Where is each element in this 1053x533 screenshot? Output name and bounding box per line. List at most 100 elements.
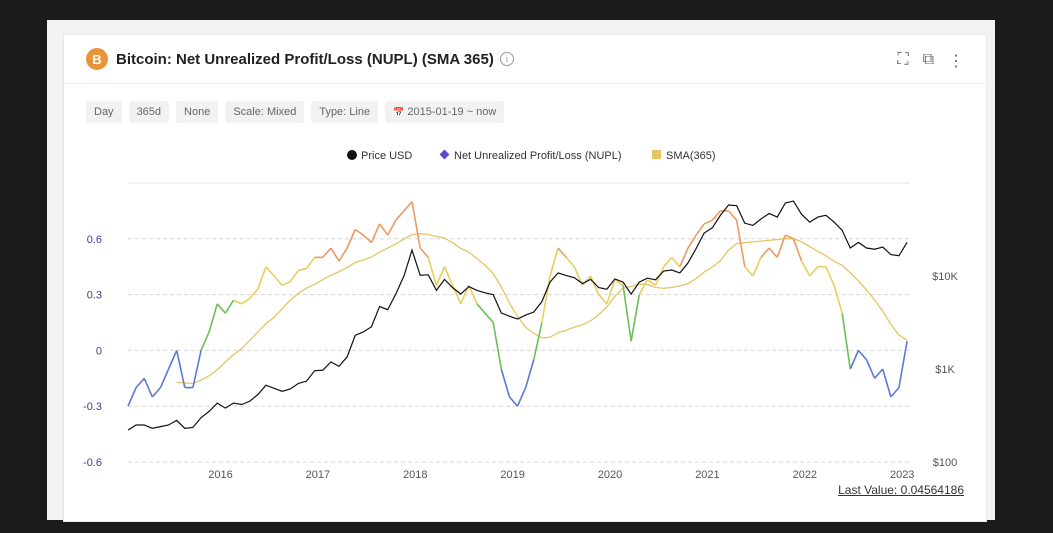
y-left-tick-label: 0.3 [87, 290, 102, 302]
nupl-segment [598, 294, 608, 305]
nupl-segment [346, 229, 356, 249]
nupl-segment [298, 267, 307, 272]
nupl-segment [792, 238, 803, 262]
nupl-segment [557, 247, 567, 258]
nupl-segment [378, 223, 389, 236]
change-button[interactable]: None [176, 101, 219, 123]
legend-label: Price USD [361, 150, 412, 162]
nupl-segment [695, 223, 705, 236]
nupl-segment [135, 377, 145, 389]
nupl-segment [427, 257, 438, 286]
nupl-segment [857, 349, 868, 361]
nupl-segment [484, 312, 494, 324]
nupl-segment [565, 256, 575, 268]
nupl-segment [735, 220, 746, 267]
nupl-segment [403, 201, 413, 212]
nupl-segment [289, 269, 300, 283]
sma-line [176, 233, 908, 385]
x-tick-label: 2016 [208, 469, 232, 481]
nupl-segment [216, 303, 226, 314]
x-tick-label: 2017 [306, 469, 330, 481]
nupl-segment [516, 387, 527, 407]
nupl-segment [443, 266, 454, 286]
nupl-segment [760, 247, 770, 258]
resolution-button[interactable]: Day [86, 101, 122, 123]
nupl-segment [581, 275, 592, 286]
nupl-segment [273, 275, 283, 286]
x-tick-label: 2018 [403, 469, 427, 481]
nupl-segment [614, 279, 624, 286]
nupl-segment [800, 260, 811, 277]
nupl-segment [224, 299, 235, 314]
card-header: B Bitcoin: Net Unrealized Profit/Loss (N… [64, 35, 986, 84]
nupl-segment [151, 387, 162, 398]
info-icon[interactable]: i [499, 52, 514, 66]
nupl-segment [200, 331, 210, 351]
nupl-segment [638, 279, 649, 295]
x-tick-label: 2023 [890, 469, 914, 481]
widget-frame: B Bitcoin: Net Unrealized Profit/Loss (N… [47, 20, 995, 522]
bitcoin-icon: B [86, 48, 108, 70]
nupl-segment [241, 297, 251, 305]
nupl-segment [435, 266, 446, 286]
nupl-segment [606, 279, 616, 305]
nupl-segment [281, 280, 291, 287]
nupl-segment [330, 247, 340, 262]
chart-card: B Bitcoin: Net Unrealized Profit/Loss (N… [63, 34, 987, 522]
sma-window-button[interactable]: 365d [128, 101, 170, 123]
nupl-segment [890, 387, 900, 398]
nupl-segment [208, 303, 219, 333]
nupl-segment [833, 285, 843, 314]
date-range-label: 2015-01-19 ~ now [407, 106, 497, 118]
nupl-segment [338, 247, 348, 262]
nupl-segment [175, 350, 186, 388]
nupl-segment [265, 266, 275, 277]
nupl-segment [508, 396, 519, 407]
more-menu-icon[interactable]: ⋮ [948, 53, 964, 70]
nupl-segment [257, 266, 267, 290]
nupl-segment [881, 368, 892, 398]
type-button[interactable]: Type: Line [311, 101, 379, 123]
nupl-segment [679, 247, 689, 268]
nupl-segment [711, 210, 722, 221]
x-tick-label: 2021 [695, 469, 719, 481]
nupl-segment [776, 234, 787, 258]
nupl-segment [143, 377, 154, 398]
nupl-segment [192, 350, 202, 388]
nupl-segment [663, 256, 673, 268]
popout-icon[interactable]: ⧉ [922, 51, 934, 68]
y-right-tick-label: $10K [932, 271, 958, 283]
last-value[interactable]: Last Value: 0.04564186 [838, 483, 964, 497]
y-right-tick-label: $1K [935, 364, 955, 376]
nupl-segment [825, 266, 835, 286]
nupl-segment [841, 313, 852, 370]
nupl-segment [589, 275, 600, 295]
x-tick-label: 2019 [500, 469, 524, 481]
nupl-segment [305, 256, 316, 270]
nupl-segment [476, 303, 486, 314]
y-left-tick-label: -0.3 [83, 401, 102, 413]
nupl-segment [622, 285, 632, 342]
nupl-segment [549, 247, 559, 277]
scale-button[interactable]: Scale: Mixed [225, 101, 305, 123]
nupl-segment [671, 256, 681, 268]
nupl-segment [898, 340, 908, 388]
calendar-icon: 📅 [393, 107, 405, 117]
nupl-segment [127, 387, 137, 407]
nupl-segment [500, 368, 511, 398]
date-range-button[interactable]: 📅 2015-01-19 ~ now [385, 101, 505, 123]
nupl-segment [646, 279, 656, 286]
nupl-segment [809, 266, 819, 277]
nupl-segment [687, 234, 697, 249]
nupl-segment [768, 247, 778, 258]
legend-label: SMA(365) [666, 150, 716, 162]
nupl-segment [362, 234, 373, 244]
nupl-segment [167, 350, 178, 370]
fullscreen-icon[interactable]: ⛶ [897, 51, 909, 68]
y-right-tick-label: $100 [933, 457, 957, 469]
chart-title: Bitcoin: Net Unrealized Profit/Loss (NUP… [116, 50, 494, 68]
chart-options: Day 365d None Scale: Mixed Type: Line 📅 … [86, 101, 505, 123]
nupl-segment [630, 294, 641, 342]
nupl-segment [744, 266, 754, 277]
nupl-segment [524, 359, 535, 388]
